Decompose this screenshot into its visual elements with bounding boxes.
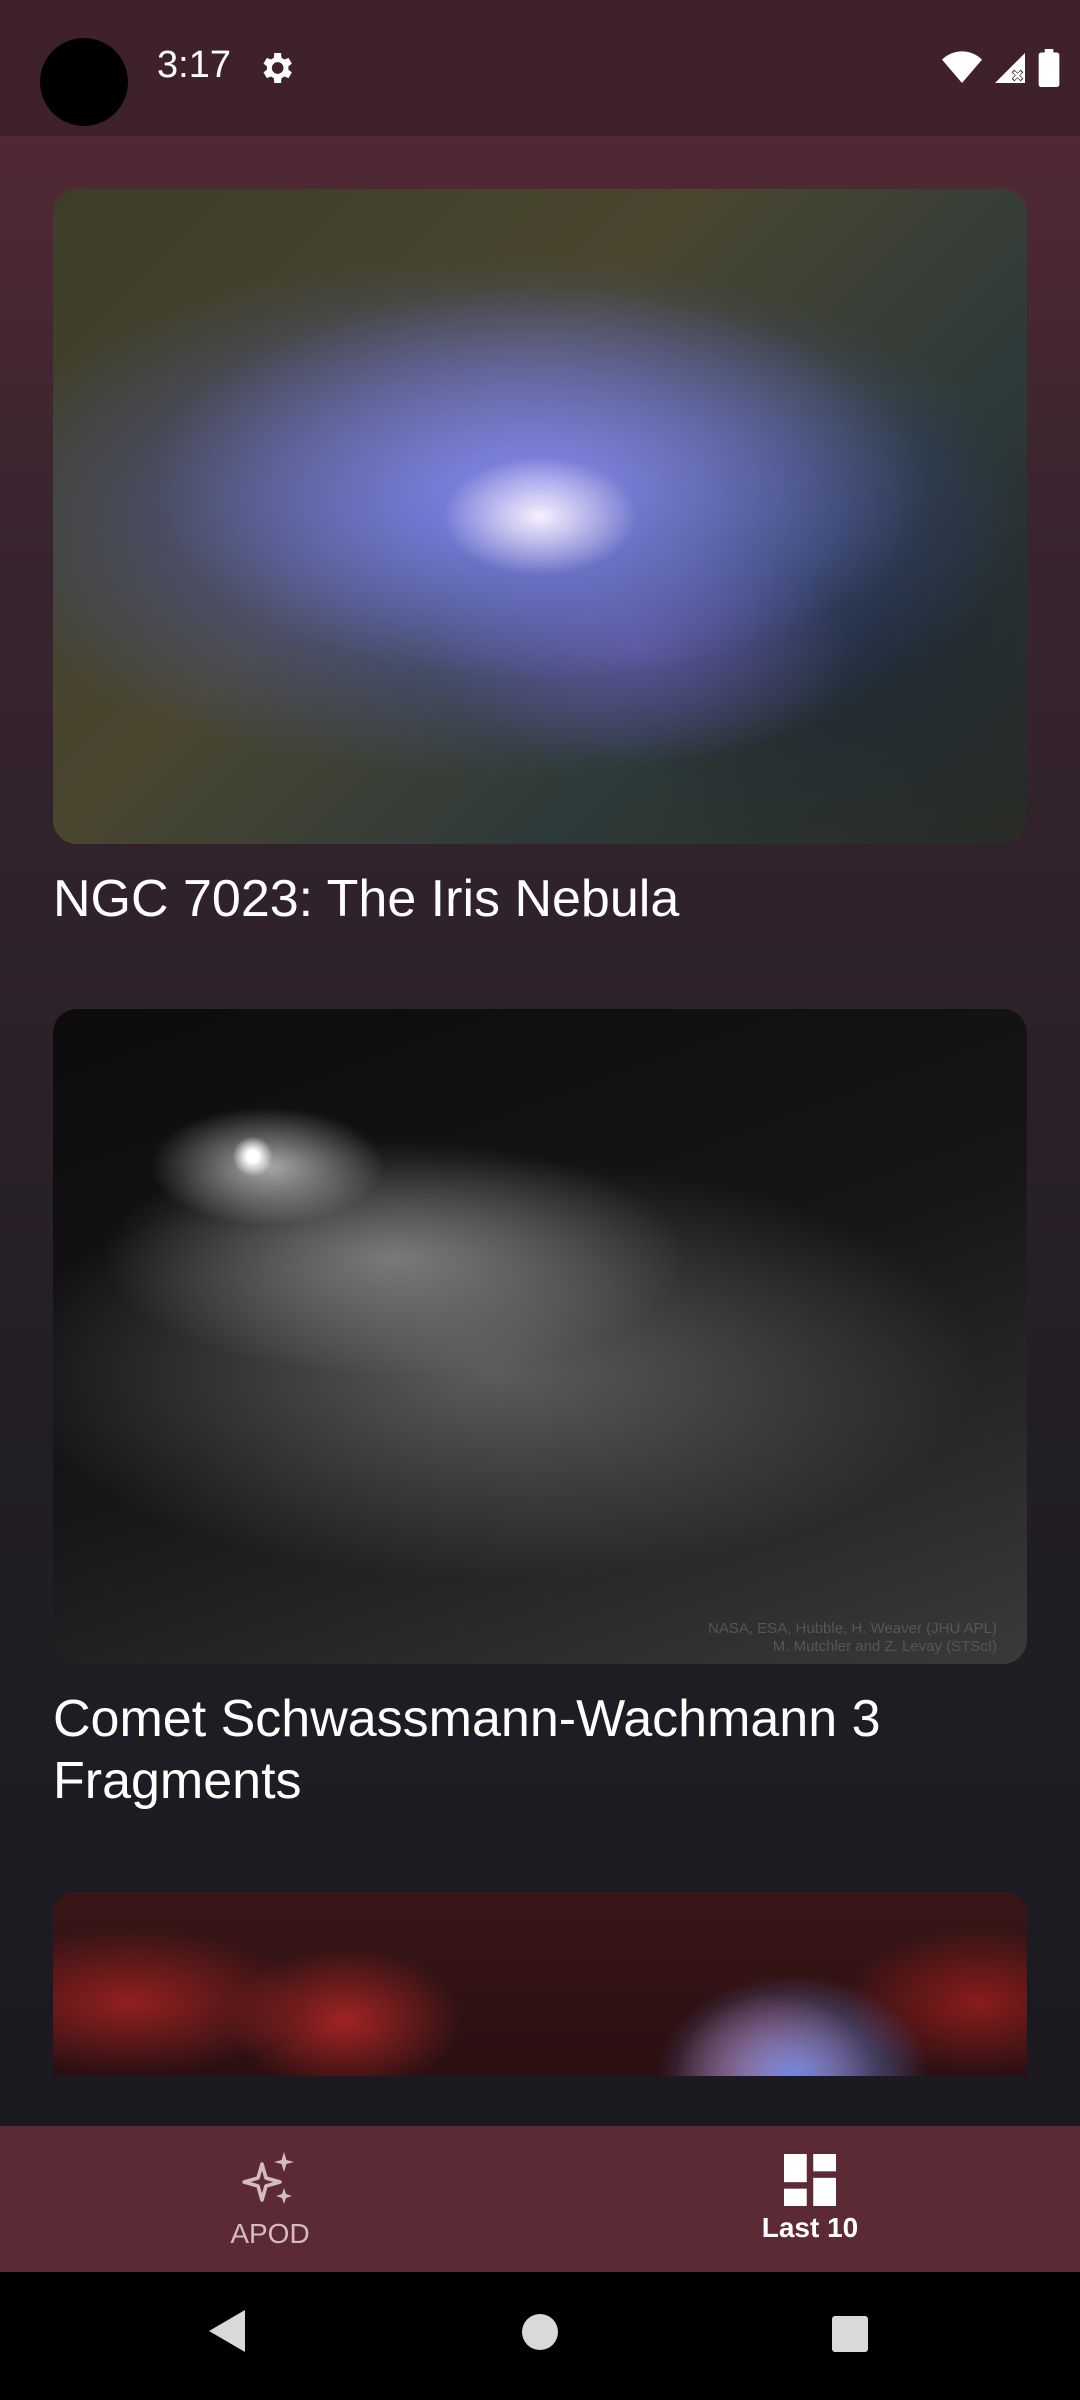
apod-card-title: NGC 7023: The Iris Nebula bbox=[53, 870, 680, 928]
wifi-icon bbox=[942, 51, 982, 83]
back-icon[interactable] bbox=[205, 2306, 249, 2356]
apod-card[interactable]: NASA, ESA, Hubble, H. Weaver (JHU APL) M… bbox=[53, 1009, 1027, 1812]
apod-card[interactable]: NGC 7023: The Iris Nebula bbox=[53, 189, 1027, 930]
nav-item-last-10[interactable]: Last 10 bbox=[660, 2126, 960, 2272]
nebula-image bbox=[53, 1892, 1027, 2076]
nav-label-last-10: Last 10 bbox=[761, 2212, 859, 2243]
system-navigation-bar bbox=[0, 2272, 1080, 2400]
sparkle-icon bbox=[242, 2152, 294, 2204]
recents-icon[interactable] bbox=[830, 2314, 870, 2354]
apod-card-image[interactable]: NASA, ESA, Hubble, H. Weaver (JHU APL) M… bbox=[53, 1009, 1027, 1664]
apod-feed[interactable]: NGC 7023: The Iris Nebula NASA, ESA, Hub… bbox=[0, 136, 1080, 2126]
nav-label-apod: APOD bbox=[230, 2218, 310, 2249]
home-icon[interactable] bbox=[520, 2312, 560, 2352]
image-credit-line: M. Mutchler and Z. Levay (STScI) bbox=[772, 1638, 997, 1655]
image-credit: NASA, ESA, Hubble, H. Weaver (JHU APL) M… bbox=[708, 1620, 997, 1656]
apod-card-title: Comet Schwassmann-Wachmann 3 Fragments bbox=[53, 1690, 881, 1810]
apod-card-image[interactable] bbox=[53, 189, 1027, 844]
status-bar: 3:17 bbox=[0, 0, 1080, 136]
nav-item-apod[interactable]: APOD bbox=[120, 2126, 420, 2272]
battery-icon bbox=[1038, 49, 1060, 87]
image-credit-line: NASA, ESA, Hubble, H. Weaver (JHU APL) bbox=[708, 1620, 997, 1637]
settings-gear-icon bbox=[263, 53, 292, 83]
status-time: 3:17 bbox=[157, 44, 231, 86]
cell-signal-icon bbox=[995, 53, 1025, 83]
status-icons bbox=[942, 48, 1060, 88]
dashboard-icon bbox=[784, 2154, 836, 2206]
apod-card-image[interactable] bbox=[53, 1892, 1027, 2076]
bottom-navigation: APOD Last 10 bbox=[0, 2126, 1080, 2272]
apod-card[interactable] bbox=[53, 1892, 1027, 2076]
iris-nebula-image bbox=[53, 189, 1027, 844]
front-camera-cutout bbox=[40, 38, 128, 126]
comet-fragments-image bbox=[53, 1009, 1027, 1664]
